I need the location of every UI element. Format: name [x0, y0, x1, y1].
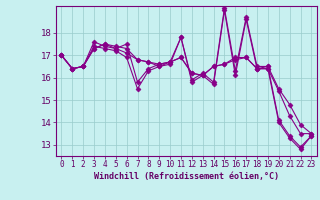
X-axis label: Windchill (Refroidissement éolien,°C): Windchill (Refroidissement éolien,°C) — [94, 172, 279, 181]
